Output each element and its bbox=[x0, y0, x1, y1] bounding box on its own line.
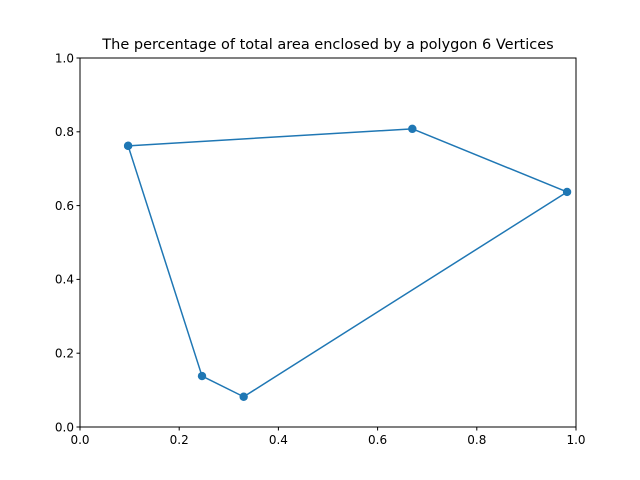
y-axis-ticks: 0.0 0.2 0.4 0.6 0.8 1.0 bbox=[55, 51, 80, 434]
y-tick-label: 0.0 bbox=[55, 420, 74, 434]
y-tick-label: 0.6 bbox=[55, 199, 74, 213]
y-tick-label: 0.8 bbox=[55, 125, 74, 139]
vertex-point bbox=[123, 141, 133, 151]
x-tick-label: 0.6 bbox=[368, 433, 387, 447]
x-tick-label: 0.8 bbox=[467, 433, 486, 447]
vertex-point bbox=[408, 124, 417, 134]
series-layer bbox=[123, 124, 572, 401]
y-tick-label: 1.0 bbox=[55, 51, 74, 65]
vertex-point bbox=[197, 371, 207, 381]
y-tick-label: 0.4 bbox=[55, 273, 74, 287]
x-tick-label: 1.0 bbox=[566, 433, 585, 447]
x-tick-label: 0.0 bbox=[70, 433, 89, 447]
polygon-line bbox=[127, 128, 568, 398]
vertex-point bbox=[239, 392, 248, 401]
x-axis-ticks: 0.0 0.2 0.4 0.6 0.8 1.0 bbox=[70, 427, 586, 447]
x-tick-label: 0.2 bbox=[170, 433, 189, 447]
vertex-point bbox=[562, 187, 572, 197]
chart-title: The percentage of total area enclosed by… bbox=[101, 37, 553, 53]
y-tick-label: 0.2 bbox=[55, 347, 74, 361]
plot-frame bbox=[79, 57, 577, 428]
x-tick-label: 0.4 bbox=[269, 433, 288, 447]
